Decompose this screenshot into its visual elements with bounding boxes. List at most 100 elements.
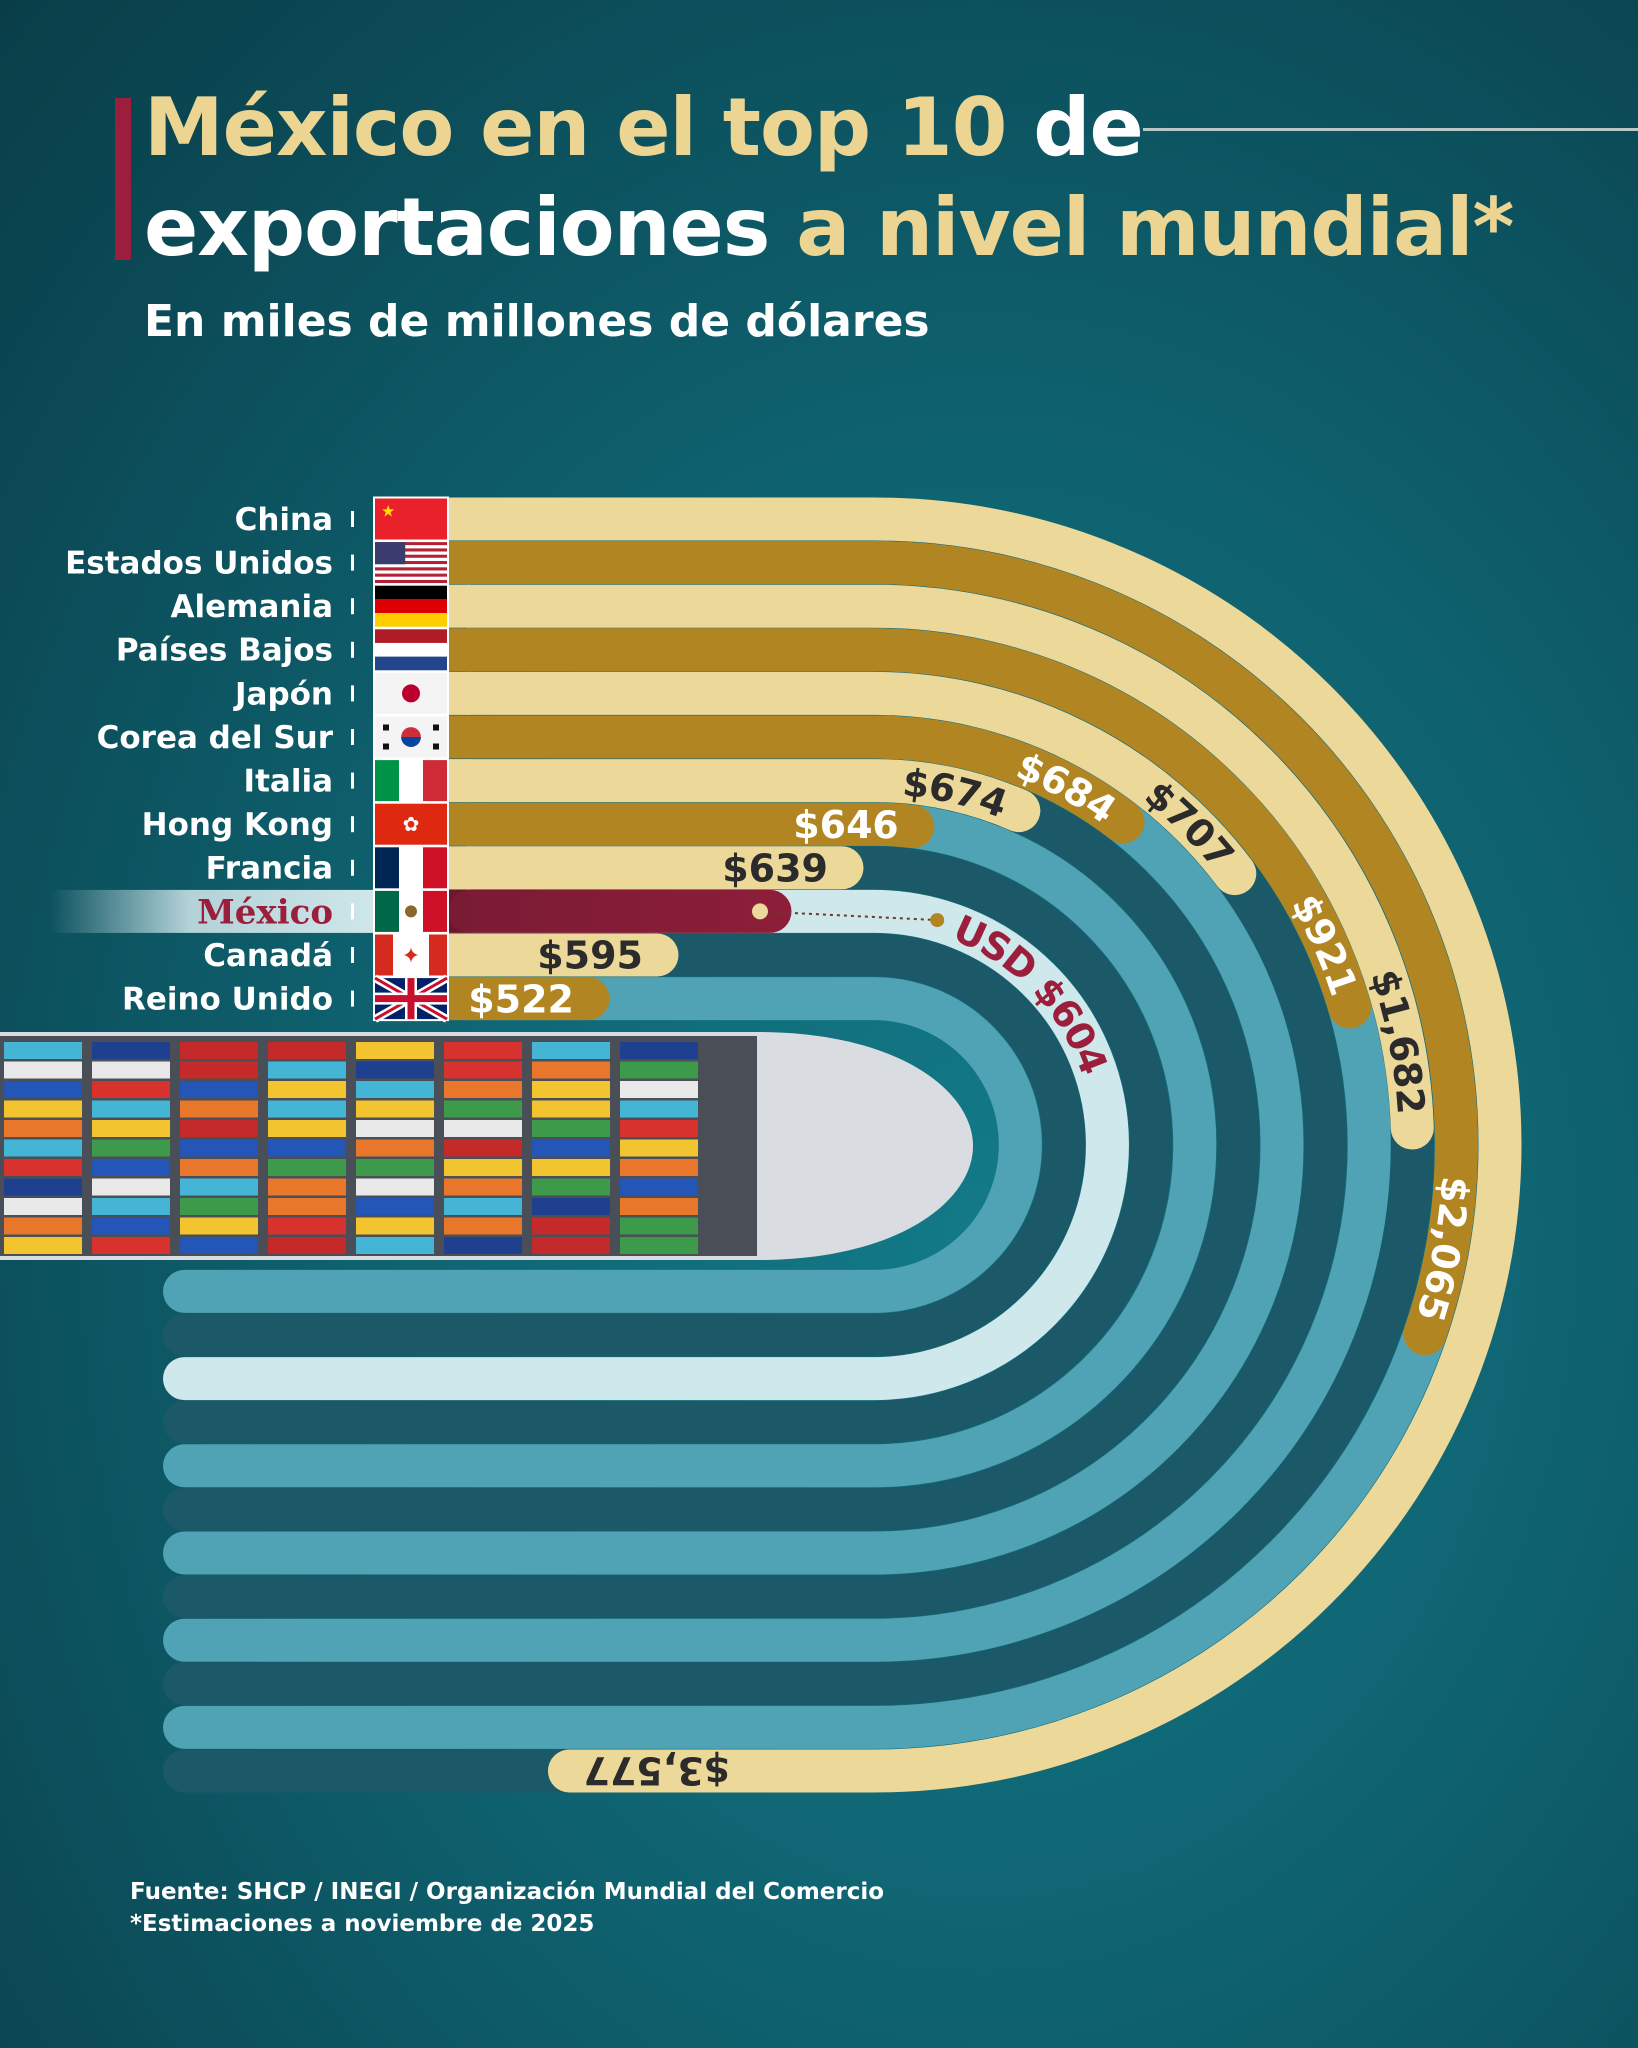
footer: Fuente: SHCP / INEGI / Organización Mund… bbox=[130, 1876, 884, 1940]
tick-mark bbox=[351, 990, 354, 1007]
south-korea-flag-icon bbox=[373, 714, 449, 760]
container bbox=[4, 1100, 82, 1118]
container bbox=[444, 1139, 522, 1157]
container bbox=[356, 1081, 434, 1098]
country-row: Francia bbox=[206, 845, 449, 891]
hong-kong-flag-icon: ✿ bbox=[373, 801, 449, 847]
title-highlight: a nivel mundial* bbox=[769, 181, 1514, 274]
leader-line bbox=[759, 910, 938, 922]
container bbox=[620, 1237, 698, 1254]
country-label: México bbox=[197, 892, 333, 932]
container bbox=[444, 1042, 522, 1059]
container bbox=[92, 1061, 170, 1079]
country-label: Hong Kong bbox=[142, 807, 333, 843]
container bbox=[620, 1217, 698, 1235]
usa-flag-icon bbox=[373, 540, 449, 587]
bar-track bbox=[163, 933, 1086, 1357]
title-text: de bbox=[1006, 81, 1144, 174]
container bbox=[356, 1139, 434, 1157]
container bbox=[268, 1178, 346, 1196]
container bbox=[532, 1139, 610, 1157]
container bbox=[356, 1159, 434, 1176]
title-highlight: México en el top 10 bbox=[144, 81, 1007, 174]
country-label: Alemania bbox=[171, 589, 333, 625]
container bbox=[356, 1237, 434, 1254]
container bbox=[268, 1139, 346, 1157]
container bbox=[92, 1042, 170, 1059]
country-row: Canadá ✦ bbox=[203, 932, 449, 978]
container bbox=[268, 1159, 346, 1176]
container bbox=[532, 1081, 610, 1098]
container bbox=[268, 1217, 346, 1235]
container bbox=[444, 1198, 522, 1215]
container bbox=[268, 1042, 346, 1059]
country-label: Estados Unidos bbox=[65, 545, 333, 581]
container bbox=[444, 1081, 522, 1098]
bar-Países Bajos bbox=[163, 628, 1391, 1662]
country-label: Canadá bbox=[203, 938, 333, 974]
tick-mark bbox=[351, 554, 354, 571]
container bbox=[356, 1198, 434, 1215]
container bbox=[620, 1139, 698, 1157]
container bbox=[180, 1081, 258, 1098]
container bbox=[180, 1159, 258, 1176]
bar-track bbox=[163, 802, 1217, 1488]
container bbox=[444, 1159, 522, 1176]
container bbox=[4, 1237, 82, 1254]
container bbox=[180, 1061, 258, 1079]
tick-mark bbox=[351, 816, 354, 833]
container bbox=[620, 1081, 698, 1098]
container bbox=[356, 1178, 434, 1196]
tick-mark bbox=[351, 598, 354, 615]
country-label: Corea del Sur bbox=[97, 720, 334, 756]
container bbox=[180, 1139, 258, 1157]
container bbox=[4, 1061, 82, 1079]
container bbox=[532, 1217, 610, 1235]
country-row: México bbox=[50, 888, 449, 934]
container bbox=[356, 1061, 434, 1079]
uk-flag-icon bbox=[373, 974, 449, 1023]
container bbox=[532, 1178, 610, 1196]
container bbox=[92, 1120, 170, 1137]
container bbox=[532, 1042, 610, 1059]
container bbox=[268, 1081, 346, 1098]
container bbox=[4, 1198, 82, 1215]
container bbox=[620, 1198, 698, 1215]
country-row: Países Bajos bbox=[116, 627, 449, 673]
country-row: Alemania bbox=[171, 583, 449, 629]
title-divider-line bbox=[1143, 128, 1638, 131]
container bbox=[620, 1178, 698, 1196]
container bbox=[444, 1237, 522, 1254]
source-text: Fuente: SHCP / INEGI / Organización Mund… bbox=[130, 1879, 885, 1905]
bar-track bbox=[163, 846, 1173, 1444]
page-title: México en el top 10 de exportaciones a n… bbox=[144, 78, 1514, 278]
germany-flag-icon bbox=[373, 583, 449, 629]
container bbox=[620, 1100, 698, 1118]
container bbox=[268, 1120, 346, 1137]
netherlands-flag-icon bbox=[373, 627, 449, 673]
canada-flag-icon: ✦ bbox=[373, 932, 449, 978]
bar-China bbox=[163, 497, 1522, 1793]
label-dot bbox=[930, 913, 945, 928]
bar-Italia bbox=[163, 759, 1260, 1531]
container bbox=[268, 1198, 346, 1215]
container bbox=[620, 1061, 698, 1079]
country-row: China ★ bbox=[235, 496, 449, 542]
container bbox=[180, 1120, 258, 1137]
container bbox=[532, 1100, 610, 1118]
container bbox=[620, 1159, 698, 1176]
container bbox=[92, 1081, 170, 1098]
country-rows: China ★ Estados Unidos Alemania Países Bajos… bbox=[50, 496, 449, 1023]
mexico-flag-icon bbox=[373, 888, 449, 934]
container bbox=[268, 1100, 346, 1118]
container bbox=[92, 1139, 170, 1157]
country-row: Reino Unido bbox=[122, 974, 449, 1023]
country-row: Hong Kong ✿ bbox=[142, 801, 449, 847]
container bbox=[532, 1237, 610, 1254]
container bbox=[356, 1042, 434, 1059]
country-row: Estados Unidos bbox=[65, 540, 449, 587]
container bbox=[532, 1159, 610, 1176]
tick-mark bbox=[351, 859, 354, 876]
country-row: Corea del Sur bbox=[97, 714, 449, 760]
